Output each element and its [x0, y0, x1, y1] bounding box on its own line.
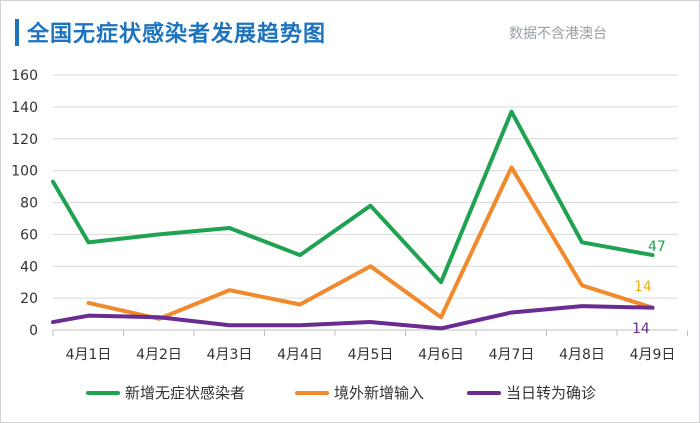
legend-label: 当日转为确诊 — [506, 384, 596, 402]
y-tick-label: 120 — [11, 132, 38, 148]
series-line-1 — [86, 165, 655, 321]
y-tick-label: 20 — [20, 291, 38, 307]
series-line-0 — [51, 109, 655, 285]
data-labels: 47 14 14 — [632, 239, 666, 337]
x-tick-label: 4月3日 — [207, 347, 253, 363]
series-lines — [51, 109, 655, 331]
legend-label: 境外新增输入 — [334, 384, 424, 402]
y-tick-label: 60 — [20, 227, 38, 243]
x-tick-label: 4月8日 — [559, 347, 605, 363]
y-tick-label: 100 — [11, 164, 38, 180]
grid-lines — [53, 74, 678, 331]
data-scope-note: 数据不含港澳台 — [509, 26, 607, 42]
legend: 新增无症状感染者 境外新增输入 当日转为确诊 — [86, 384, 596, 402]
data-label: 47 — [648, 239, 666, 255]
x-tick-label: 4月2日 — [136, 347, 182, 363]
y-tick-label: 0 — [29, 323, 38, 339]
x-tick-label: 4月6日 — [418, 347, 464, 363]
chart-title: 全国无症状感染者发展趋势图 — [27, 22, 327, 47]
x-tick-label: 4月9日 — [630, 347, 676, 363]
x-axis: 4月1日 4月2日 4月3日 4月4日 4月5日 4月6日 4月7日 4月8日 4月9日 — [52, 329, 688, 363]
series-line-2 — [51, 304, 655, 331]
y-tick-label: 140 — [11, 100, 38, 116]
y-tick-label: 80 — [20, 196, 38, 212]
x-tick-label: 4月7日 — [489, 347, 535, 363]
y-tick-label: 160 — [11, 68, 38, 84]
data-label: 14 — [634, 279, 652, 295]
data-label: 14 — [632, 321, 650, 337]
y-tick-label: 40 — [20, 259, 38, 275]
legend-label: 新增无症状感染者 — [125, 384, 245, 402]
y-axis-ticks: 0 20 40 60 80 100 120 140 160 — [11, 68, 38, 339]
x-tick-label: 4月1日 — [66, 347, 112, 363]
x-tick-label: 4月5日 — [348, 347, 394, 363]
x-tick-label: 4月4日 — [277, 347, 323, 363]
title-accent-bar — [15, 19, 19, 46]
